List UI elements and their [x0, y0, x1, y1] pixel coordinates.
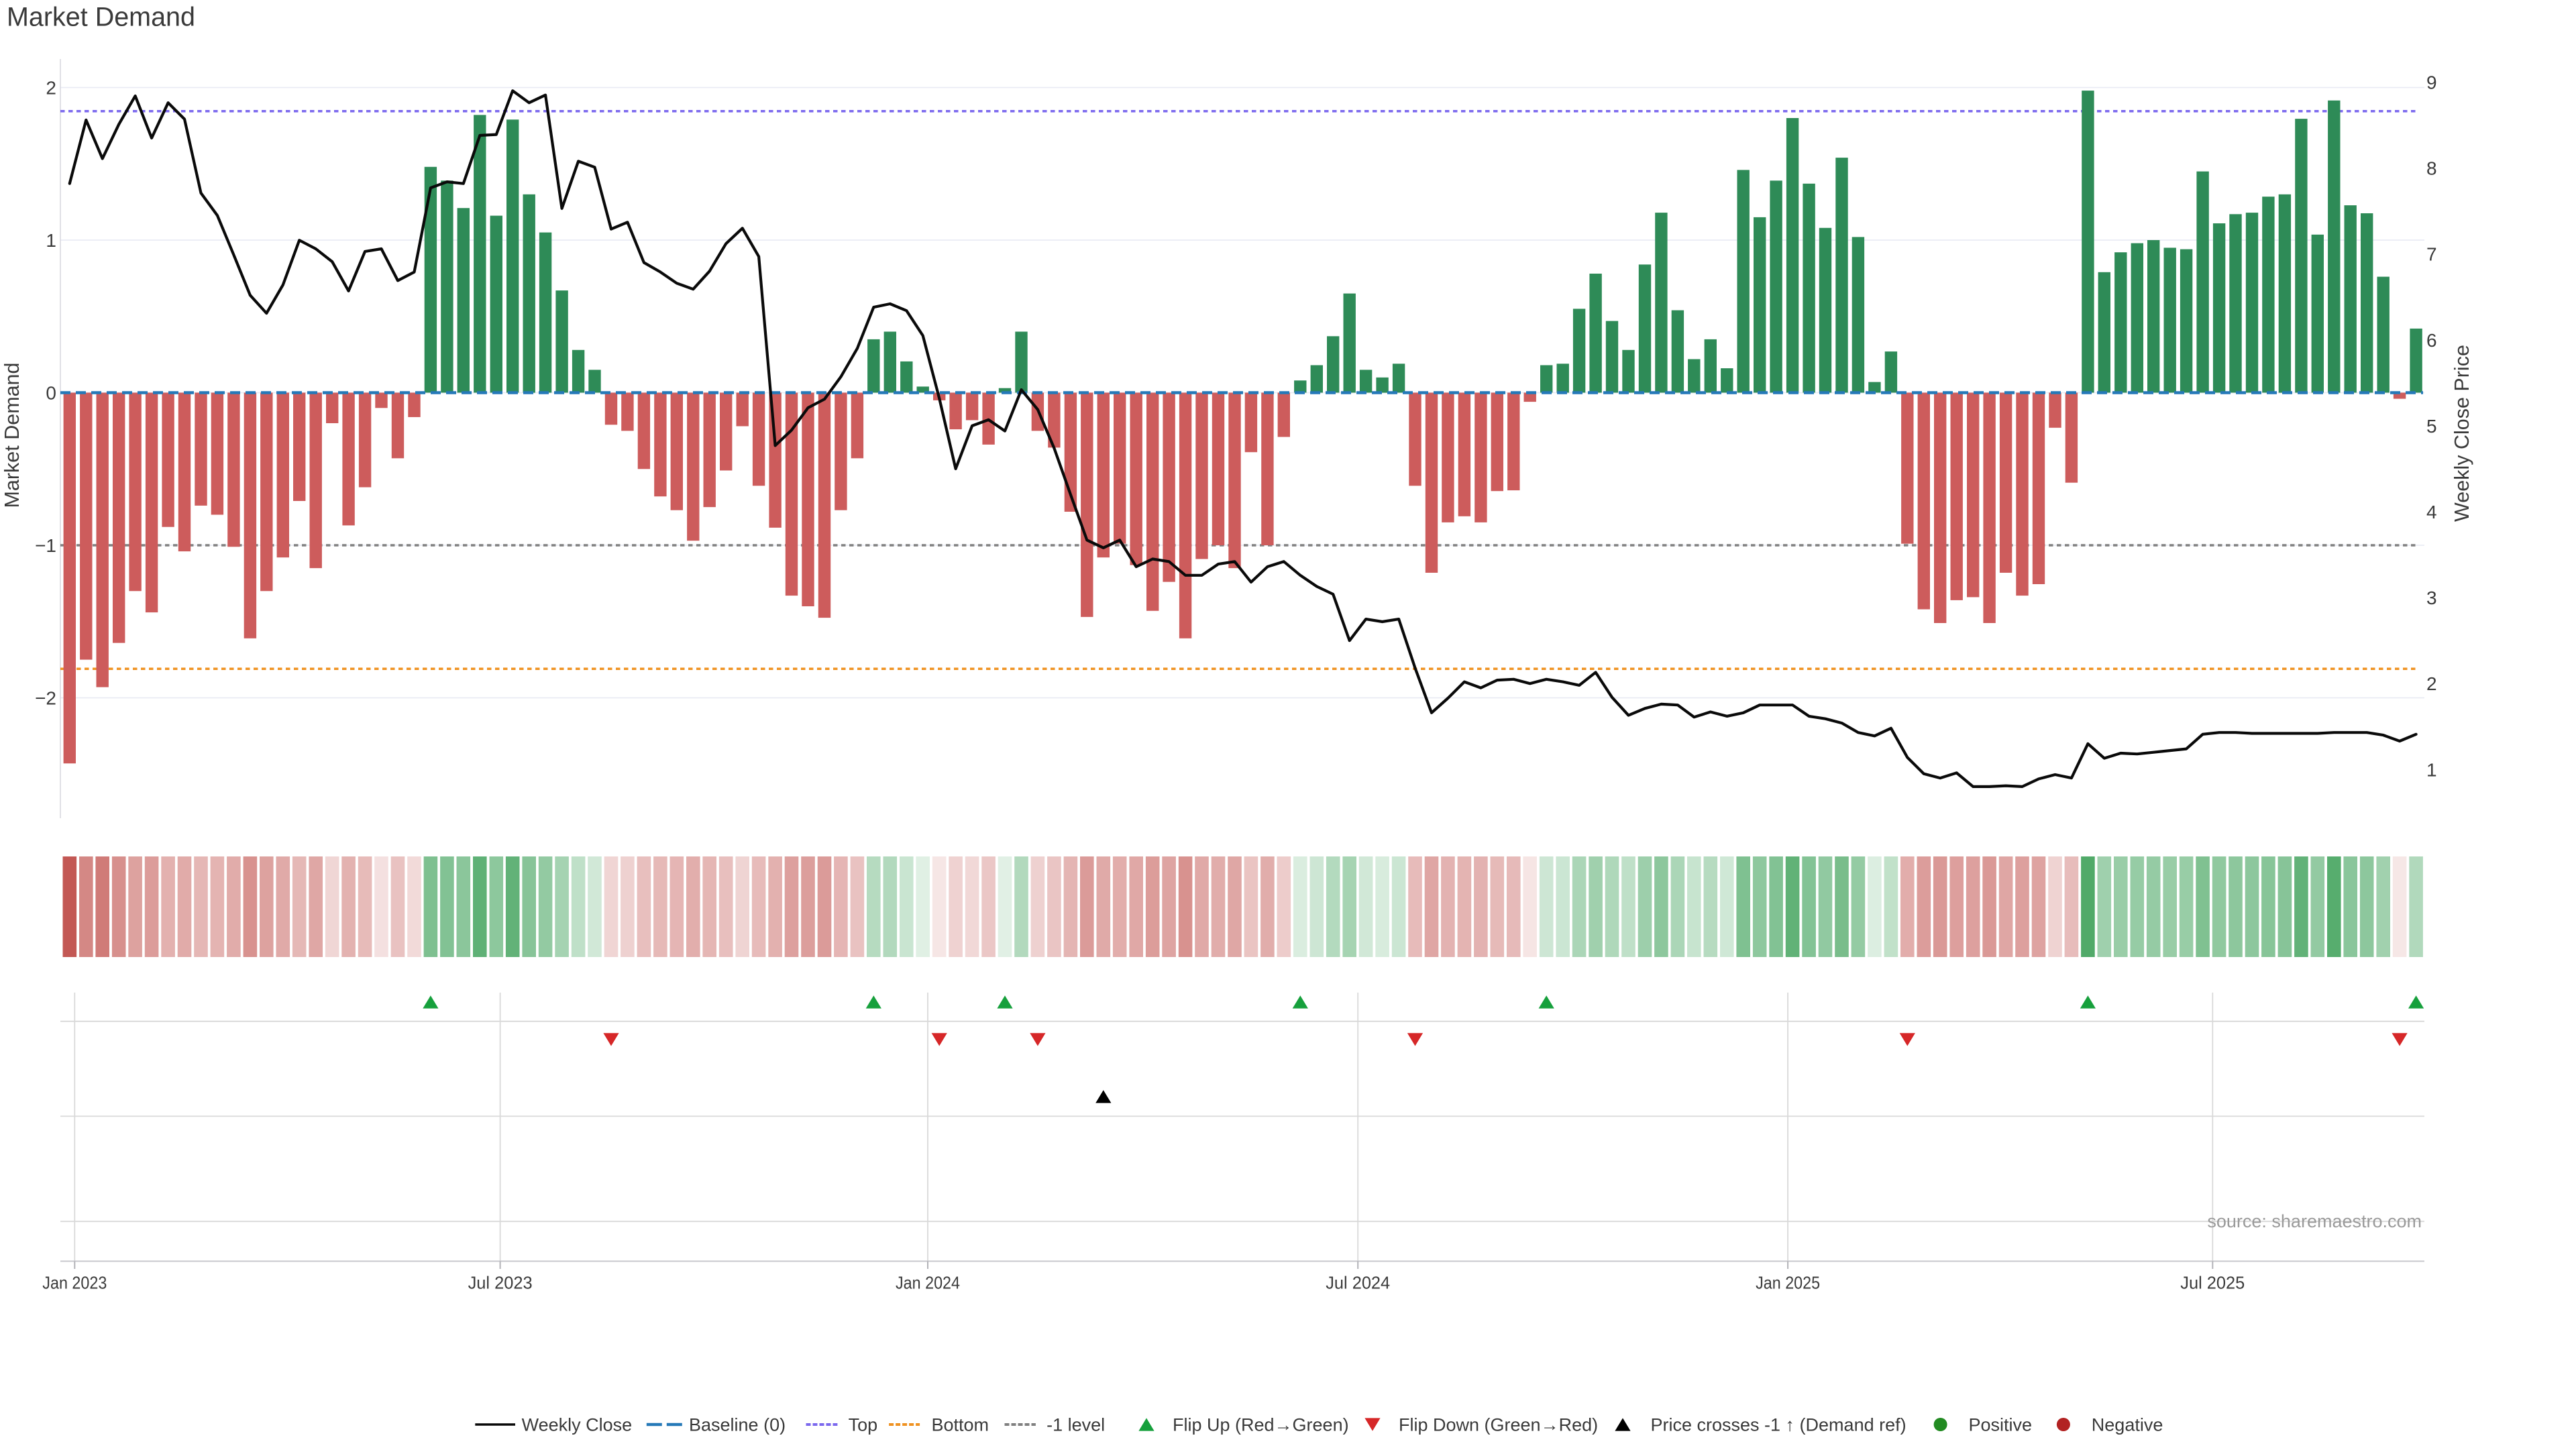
svg-text:1: 1	[2426, 759, 2437, 780]
svg-text:Negative: Negative	[2092, 1415, 2163, 1435]
svg-text:9: 9	[2426, 72, 2437, 93]
svg-text:6: 6	[2426, 330, 2437, 351]
svg-text:2: 2	[46, 78, 56, 99]
svg-text:Jul 2024: Jul 2024	[1326, 1273, 1390, 1293]
svg-text:Market Demand: Market Demand	[7, 3, 195, 32]
svg-text:Weekly Close Price: Weekly Close Price	[2451, 345, 2473, 522]
svg-text:−2: −2	[35, 688, 56, 709]
svg-text:Flip Down (Green→Red): Flip Down (Green→Red)	[1399, 1415, 1598, 1435]
svg-text:Price crosses -1 ↑ (Demand ref: Price crosses -1 ↑ (Demand ref)	[1651, 1415, 1907, 1435]
svg-text:Weekly Close: Weekly Close	[522, 1415, 633, 1435]
svg-text:8: 8	[2426, 158, 2437, 179]
svg-text:7: 7	[2426, 244, 2437, 265]
svg-text:Top: Top	[849, 1415, 878, 1435]
svg-text:3: 3	[2426, 588, 2437, 608]
svg-text:Jul 2025: Jul 2025	[2180, 1273, 2245, 1293]
svg-text:4: 4	[2426, 502, 2437, 522]
svg-text:1: 1	[46, 230, 56, 251]
svg-text:Market Demand: Market Demand	[1, 363, 23, 508]
svg-text:Jan 2025: Jan 2025	[1756, 1273, 1820, 1293]
svg-text:Jan 2023: Jan 2023	[42, 1273, 107, 1293]
svg-text:−1: −1	[35, 535, 56, 556]
svg-text:Positive: Positive	[1969, 1415, 2033, 1435]
svg-text:0: 0	[46, 383, 56, 404]
svg-text:source: sharemaestro.com: source: sharemaestro.com	[2207, 1211, 2422, 1231]
svg-text:Jul 2023: Jul 2023	[468, 1273, 533, 1293]
svg-text:2: 2	[2426, 673, 2437, 694]
svg-text:5: 5	[2426, 416, 2437, 437]
svg-text:Bottom: Bottom	[932, 1415, 989, 1435]
svg-text:Jan 2024: Jan 2024	[896, 1273, 960, 1293]
svg-text:Flip Up (Red→Green): Flip Up (Red→Green)	[1173, 1415, 1349, 1435]
svg-text:Baseline (0): Baseline (0)	[689, 1415, 786, 1435]
svg-text:-1 level: -1 level	[1046, 1415, 1105, 1435]
